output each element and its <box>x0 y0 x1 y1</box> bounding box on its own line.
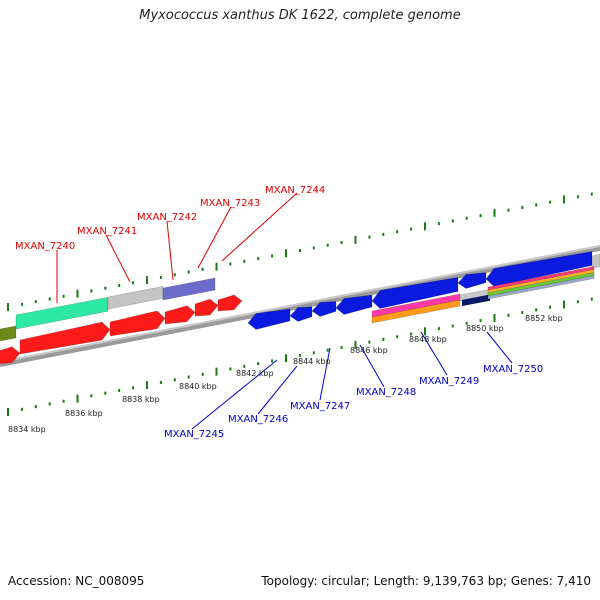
scale-tick-label: 8840 kbp <box>179 382 217 391</box>
labels: 8834 kbp 8836 kbp 8838 kbp 8840 kbp 8842 kbp… <box>8 185 563 440</box>
scale-tick-label: 8836 kbp <box>65 409 103 418</box>
feature-aqua-block <box>15 296 109 330</box>
reverse-gene-label: MXAN_7248 <box>356 387 416 398</box>
feature-grey-block <box>107 285 164 310</box>
forward-gene-label: MXAN_7241 <box>77 226 137 237</box>
reverse-gene-callout <box>359 344 385 388</box>
gene-arrow-reverse <box>335 294 373 315</box>
accession-text: Accession: NC_008095 <box>8 574 145 588</box>
gene-arrow-forward <box>19 321 111 355</box>
reverse-gene-callout <box>319 347 331 401</box>
gene-arrow-reverse <box>371 277 459 309</box>
reverse-gene-label: MXAN_7250 <box>483 364 543 375</box>
scale-tick-label: 8842 kbp <box>236 369 274 378</box>
scale-tick-label: 8846 kbp <box>350 346 388 355</box>
feature-olive-block <box>0 325 17 342</box>
forward-gene-label: MXAN_7243 <box>200 198 260 209</box>
gene-callouts <box>56 192 513 430</box>
forward-gene-label: MXAN_7244 <box>265 185 325 196</box>
feature-violet-block <box>162 277 216 301</box>
feature-track <box>0 251 600 364</box>
genome-title: Myxococcus xanthus DK 1622, complete gen… <box>139 8 461 23</box>
feature-orange-track <box>371 299 461 324</box>
reverse-gene-label: MXAN_7245 <box>164 429 224 440</box>
reverse-gene-label: MXAN_7247 <box>290 401 350 412</box>
feature-slate-track <box>487 275 595 300</box>
forward-gene-label: MXAN_7240 <box>15 241 75 252</box>
gene-arrow-forward <box>0 346 21 364</box>
feature-navy-track <box>461 294 491 307</box>
tick-dots <box>7 192 593 416</box>
feature-grey-block <box>591 254 600 269</box>
scale-tick-label: 8834 kbp <box>8 425 46 434</box>
reverse-gene-callout <box>486 331 513 364</box>
forward-gene-label: MXAN_7242 <box>137 212 197 223</box>
forward-gene-callout <box>166 220 174 281</box>
forward-gene-callout <box>221 192 298 262</box>
gene-arrow-reverse <box>289 306 313 322</box>
forward-gene-callout <box>105 234 131 283</box>
reverse-gene-callout <box>420 331 448 376</box>
scale-tick-label: 8838 kbp <box>122 395 160 404</box>
reverse-gene-callout <box>257 365 298 415</box>
gene-arrow-forward <box>164 305 196 325</box>
scale-tick-label: 8848 kbp <box>409 335 447 344</box>
gene-arrow-forward <box>217 294 243 312</box>
gene-arrow-forward <box>194 298 219 317</box>
forward-gene-callout <box>197 206 232 269</box>
gene-arrow-forward <box>109 310 166 337</box>
scale-tick-label: 8844 kbp <box>293 357 331 366</box>
gene-arrow-reverse <box>247 308 291 330</box>
gene-arrow-reverse <box>311 301 337 317</box>
reverse-gene-callout <box>191 359 278 430</box>
scale-tick-label: 8852 kbp <box>525 314 563 323</box>
reverse-gene-label: MXAN_7246 <box>228 414 288 425</box>
gene-arrow-reverse <box>457 272 487 289</box>
reverse-gene-label: MXAN_7249 <box>419 376 479 387</box>
backbone <box>0 245 600 368</box>
scale-tick-label: 8850 kbp <box>466 324 504 333</box>
genome-summary-text: Topology: circular; Length: 9,139,763 bp… <box>261 574 591 588</box>
